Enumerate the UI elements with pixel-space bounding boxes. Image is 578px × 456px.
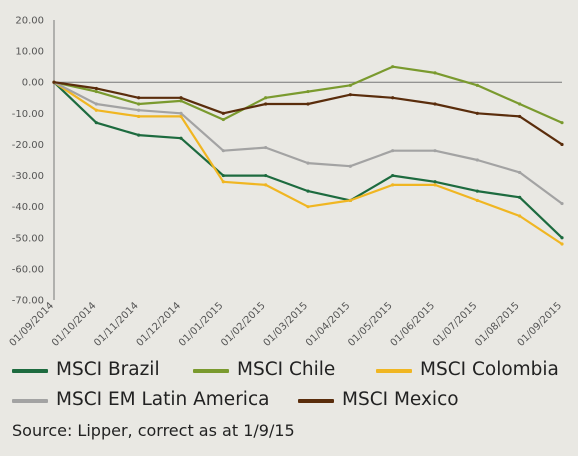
data-point (518, 170, 522, 175)
data-point (306, 161, 310, 165)
y-tick-label: 10.00 (15, 47, 44, 58)
data-point (560, 142, 564, 147)
data-point (348, 164, 352, 168)
x-tick-label: 01/04/2015 (304, 300, 353, 349)
data-point (221, 111, 225, 115)
y-tick-label: -40.00 (12, 202, 44, 213)
data-point (433, 149, 437, 153)
data-point (221, 173, 225, 178)
data-point (475, 158, 479, 162)
data-point (391, 149, 395, 153)
data-point (264, 102, 268, 106)
data-point (221, 180, 225, 184)
x-tick-label: 01/07/2015 (431, 300, 480, 349)
data-point (137, 96, 141, 100)
data-point (475, 189, 479, 193)
legend-swatch (12, 369, 48, 373)
data-point (94, 121, 98, 125)
x-tick-label: 01/09/2014 (8, 300, 57, 349)
data-point (94, 102, 98, 106)
data-point (306, 102, 310, 106)
y-tick-label: -50.00 (12, 233, 44, 244)
legend-label: MSCI Chile (237, 359, 336, 380)
data-point (137, 114, 141, 119)
y-tick-label: -30.00 (12, 171, 44, 182)
x-tick-label: 01/12/2014 (135, 300, 184, 349)
data-point (475, 111, 479, 115)
x-tick-label: 01/01/2015 (177, 300, 226, 349)
data-point (306, 189, 310, 193)
x-tick-label: 01/02/2015 (219, 300, 268, 349)
data-point (560, 201, 564, 206)
data-point (391, 65, 395, 69)
data-point (560, 242, 564, 246)
data-point (179, 96, 183, 100)
data-point (179, 136, 183, 140)
data-point (518, 114, 522, 119)
legend-swatch (12, 399, 48, 403)
data-point (433, 180, 437, 184)
x-tick-label: 01/05/2015 (346, 300, 395, 349)
x-tick-label: 01/06/2015 (389, 300, 438, 349)
data-point (306, 205, 310, 209)
data-point (518, 102, 522, 106)
data-point (560, 236, 564, 240)
y-tick-label: 0.00 (22, 78, 44, 89)
chart-svg: 20.00 10.00 0.00 -10.00 -20.00 -30.00 -40.00 -5… (8, 16, 565, 349)
data-point (179, 99, 183, 103)
x-tick-label: 01/11/2014 (92, 300, 141, 349)
data-point (94, 89, 98, 94)
x-tick-label: 01/03/2015 (262, 300, 311, 349)
data-point (94, 108, 98, 112)
y-tick-label: -70.00 (12, 296, 44, 307)
legend-swatch (376, 369, 412, 373)
legend-label: MSCI EM Latin America (56, 389, 270, 410)
data-point (475, 83, 479, 87)
data-point (264, 183, 268, 187)
data-point (137, 108, 141, 112)
data-point (221, 149, 225, 153)
x-tick-label: 01/10/2014 (50, 300, 99, 349)
data-point (560, 121, 564, 125)
data-point (391, 96, 395, 100)
y-tick-label: -10.00 (12, 109, 44, 120)
y-tick-label: -60.00 (12, 264, 44, 275)
legend-swatch (193, 369, 229, 373)
legend-label: MSCI Mexico (342, 389, 459, 410)
data-point (391, 173, 395, 178)
legend-swatch (298, 399, 334, 403)
data-point (221, 117, 225, 122)
y-tick-label: -20.00 (12, 140, 44, 151)
data-point (433, 183, 437, 187)
x-tick-label: 01/09/2015 (516, 300, 565, 349)
data-point (433, 102, 437, 106)
data-point (391, 183, 395, 187)
data-point (94, 86, 98, 91)
data-point (52, 80, 56, 84)
data-point (475, 198, 479, 203)
data-point (306, 89, 310, 94)
data-point (518, 214, 522, 218)
data-point (179, 111, 183, 115)
data-point (348, 93, 352, 97)
legend-label: MSCI Brazil (56, 359, 160, 380)
y-tick-label: 20.00 (15, 16, 44, 27)
data-point (264, 96, 268, 100)
data-point (518, 195, 522, 199)
data-point (348, 83, 352, 87)
data-point (264, 173, 268, 178)
data-point (433, 71, 437, 75)
data-point (348, 198, 352, 203)
data-point (137, 102, 141, 106)
legend-label: MSCI Colombia (420, 359, 559, 380)
x-tick-label: 01/08/2015 (473, 300, 522, 349)
source-note: Source: Lipper, correct as at 1/9/15 (12, 421, 295, 440)
data-point (264, 145, 268, 150)
data-point (179, 114, 183, 119)
data-point (137, 133, 141, 137)
